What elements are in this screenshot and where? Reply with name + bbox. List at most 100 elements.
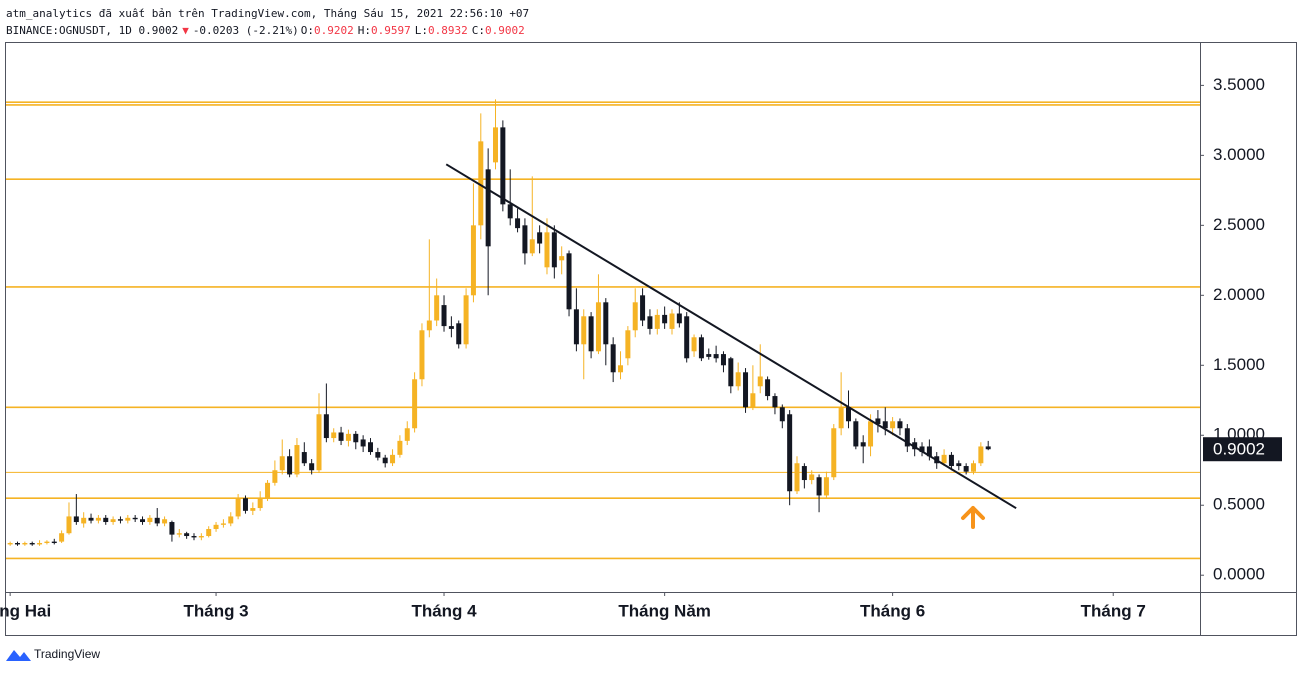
x-tick-label: Tháng Hai: [0, 601, 51, 620]
candle-body: [522, 225, 528, 254]
y-tick-label: 3.5000: [1213, 75, 1265, 94]
candle-body: [566, 253, 572, 310]
chart-frame: [5, 42, 1297, 636]
candle-body: [757, 376, 763, 387]
candle-body: [309, 463, 315, 471]
candle-body: [772, 396, 778, 408]
candle-body: [654, 314, 660, 329]
candle-body: [750, 393, 756, 408]
candle-body: [419, 330, 425, 380]
candle-body: [456, 323, 462, 345]
candle-body: [426, 320, 432, 331]
candle-body: [816, 477, 822, 496]
candle-body: [676, 313, 682, 324]
candle-body: [948, 454, 954, 467]
x-tick-label: Tháng Năm: [618, 601, 711, 620]
candle-body: [971, 463, 977, 472]
publisher: atm_analytics đã xuất bản trên TradingVi…: [6, 7, 529, 20]
candle-body: [912, 442, 918, 450]
trend-line: [445, 163, 1017, 510]
candle-body: [515, 218, 521, 229]
candle-body: [184, 533, 190, 537]
candle-body: [22, 543, 28, 545]
candle-body: [220, 523, 226, 525]
candle-body: [169, 522, 175, 535]
symbol: BINANCE:OGNUSDT, 1D 0.9002: [6, 24, 178, 37]
candle-body: [191, 536, 197, 538]
candle-body: [242, 498, 248, 511]
candle-body: [51, 541, 57, 544]
candle-body: [353, 433, 359, 443]
candle-body: [985, 446, 991, 450]
candle-body: [743, 372, 749, 408]
candle-body: [603, 302, 609, 345]
candle-body: [162, 519, 168, 524]
candle-body: [485, 169, 491, 247]
candle-body: [29, 543, 35, 545]
candle-body: [301, 452, 307, 464]
candle-body: [140, 519, 146, 523]
candle-body: [794, 463, 800, 492]
candle-body: [698, 337, 704, 359]
candle-body: [779, 407, 785, 422]
candle-body: [294, 445, 300, 475]
candle-body: [853, 421, 859, 447]
candle-body: [95, 517, 101, 521]
candle-body: [59, 533, 65, 542]
candle-body: [581, 316, 587, 345]
candle-body: [228, 516, 234, 524]
candle-body: [316, 414, 322, 471]
change: -0.0203 (-2.21%): [193, 24, 299, 37]
x-tick-label: Tháng 7: [1081, 601, 1146, 620]
candle-body: [500, 127, 506, 205]
candle-body: [154, 517, 160, 524]
candle-body: [132, 517, 138, 520]
ohlc-label: L:: [415, 24, 428, 37]
symbol-line: BINANCE:OGNUSDT, 1D 0.9002 ▼ -0.0203 (-2.2…: [6, 24, 525, 37]
x-tick-label: Tháng 4: [411, 601, 477, 620]
candle-body: [110, 519, 116, 523]
candle-body: [367, 442, 373, 453]
candle-body: [147, 517, 153, 523]
candle-body: [978, 446, 984, 464]
candle-body: [544, 232, 550, 268]
candle-body: [117, 519, 123, 521]
y-tick-label: 1.5000: [1213, 355, 1265, 374]
candle-body: [507, 204, 513, 219]
ohlc-label: O:: [301, 24, 314, 37]
candle-body: [272, 470, 278, 483]
price-label-bg: [1203, 437, 1282, 462]
candle-body: [831, 428, 837, 478]
candle-body: [595, 302, 601, 352]
candle-body: [706, 354, 712, 357]
candle-body: [875, 418, 881, 425]
candle-body: [691, 337, 697, 352]
y-tick-label: 0.0000: [1213, 565, 1265, 584]
candle-body: [529, 239, 535, 254]
candle-body: [382, 457, 388, 464]
logo-icon: [6, 650, 31, 661]
x-tick-label: Tháng 6: [860, 601, 925, 620]
candle-body: [897, 421, 903, 429]
candle-body: [809, 474, 815, 481]
candle-body: [88, 517, 94, 521]
candle-body: [618, 365, 624, 373]
candle-body: [265, 482, 271, 499]
candle-body: [559, 256, 565, 261]
candle-body: [669, 313, 675, 329]
candle-body: [323, 414, 329, 439]
candle-body: [235, 498, 241, 517]
candle-body: [198, 536, 204, 538]
candle-body: [662, 314, 668, 324]
candle-body: [448, 326, 454, 329]
candle-body: [823, 477, 829, 496]
plot: [6, 99, 1200, 560]
candle-body: [412, 379, 418, 429]
candle-body: [66, 516, 72, 534]
candle-body: [713, 354, 719, 359]
candle-body: [44, 541, 50, 544]
candle-body: [338, 432, 344, 441]
ohlc-value: 0.9597: [371, 24, 411, 37]
price-label: 0.9002: [1213, 440, 1265, 459]
